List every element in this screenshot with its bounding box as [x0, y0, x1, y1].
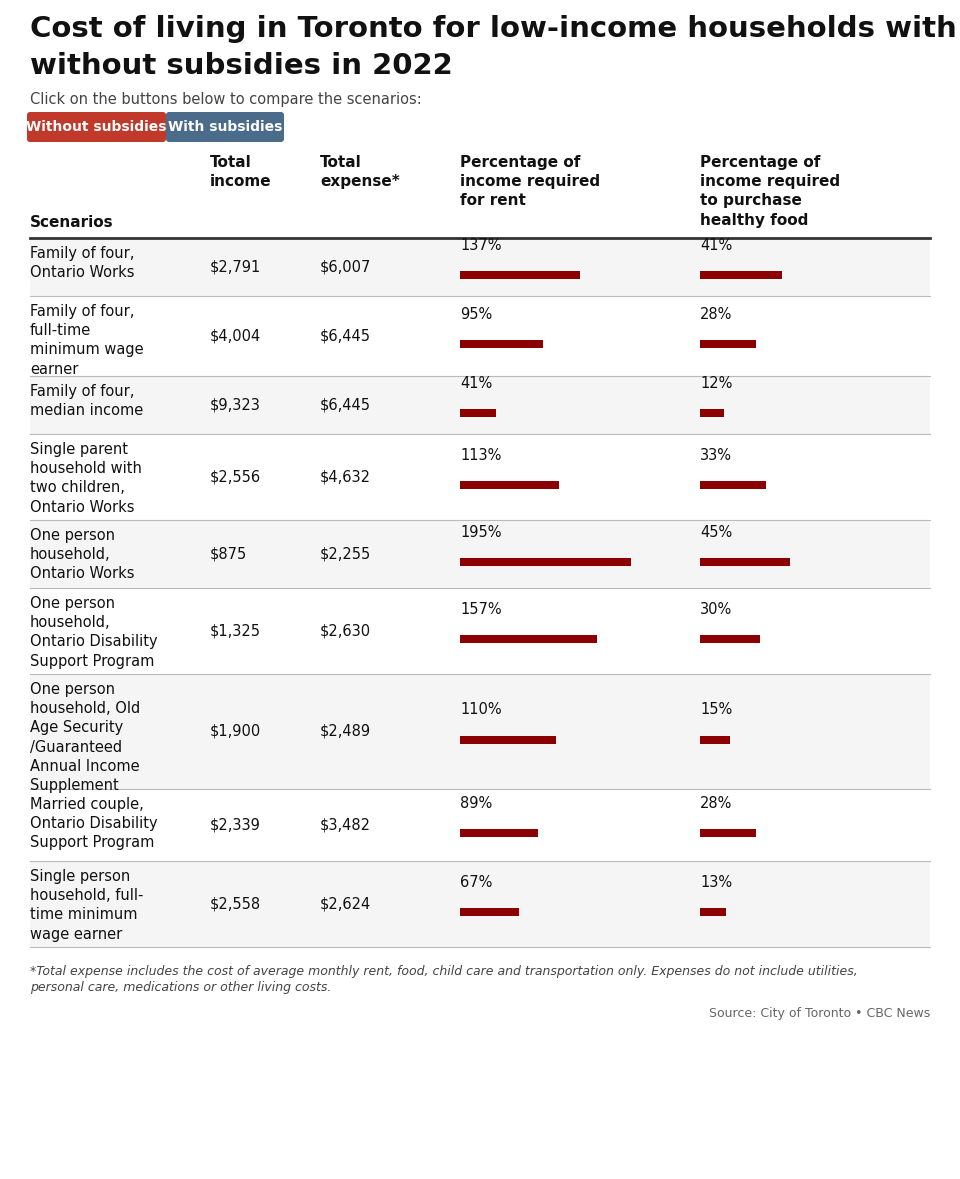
Text: 41%: 41%: [460, 376, 492, 391]
Bar: [700, 736, 730, 744]
Bar: [460, 908, 518, 916]
Bar: [700, 481, 766, 489]
Text: $6,007: $6,007: [320, 259, 372, 275]
Text: 33%: 33%: [700, 448, 732, 463]
Bar: [700, 829, 756, 837]
Bar: [700, 340, 756, 348]
Text: 41%: 41%: [700, 238, 732, 253]
Bar: [460, 271, 580, 279]
Text: Single person
household, full-
time minimum
wage earner: Single person household, full- time mini…: [30, 869, 143, 942]
Text: With subsidies: With subsidies: [168, 120, 282, 134]
Text: 45%: 45%: [700, 525, 732, 540]
Text: Family of four,
Ontario Works: Family of four, Ontario Works: [30, 246, 134, 281]
Bar: [30, 376, 930, 434]
Text: Total
expense*: Total expense*: [320, 154, 399, 189]
Text: One person
household, Old
Age Security
/Guaranteed
Annual Income
Supplement: One person household, Old Age Security /…: [30, 681, 140, 793]
Text: $2,791: $2,791: [210, 259, 261, 275]
Text: $2,630: $2,630: [320, 624, 372, 639]
Bar: [700, 271, 782, 279]
Text: 195%: 195%: [460, 525, 501, 540]
Bar: [460, 736, 556, 744]
Text: 110%: 110%: [460, 703, 502, 718]
Text: $4,004: $4,004: [210, 329, 261, 343]
Text: $1,325: $1,325: [210, 624, 261, 639]
Bar: [460, 481, 559, 489]
Bar: [30, 674, 930, 789]
Text: 12%: 12%: [700, 376, 732, 391]
Text: Cost of living in Toronto for low-income households with or: Cost of living in Toronto for low-income…: [30, 15, 960, 42]
Text: One person
household,
Ontario Disability
Support Program: One person household, Ontario Disability…: [30, 597, 157, 668]
Text: One person
household,
Ontario Works: One person household, Ontario Works: [30, 528, 134, 581]
Bar: [30, 238, 930, 296]
Text: $1,900: $1,900: [210, 724, 261, 739]
Bar: [460, 409, 496, 417]
Text: $6,445: $6,445: [320, 329, 371, 343]
Bar: [30, 588, 930, 674]
Text: *Total expense includes the cost of average monthly rent, food, child care and t: *Total expense includes the cost of aver…: [30, 964, 857, 979]
Text: Without subsidies: Without subsidies: [26, 120, 167, 134]
Bar: [460, 558, 631, 566]
Text: 89%: 89%: [460, 796, 492, 811]
Text: Total
income: Total income: [210, 154, 272, 189]
Bar: [30, 789, 930, 861]
Text: Source: City of Toronto • CBC News: Source: City of Toronto • CBC News: [708, 1007, 930, 1020]
Bar: [460, 340, 543, 348]
Text: Scenarios: Scenarios: [30, 215, 113, 230]
FancyBboxPatch shape: [166, 112, 284, 141]
FancyBboxPatch shape: [27, 112, 166, 141]
Text: Percentage of
income required
to purchase
healthy food: Percentage of income required to purchas…: [700, 154, 840, 228]
Text: 157%: 157%: [460, 602, 502, 617]
Text: $2,556: $2,556: [210, 469, 261, 485]
Bar: [700, 558, 790, 566]
Text: $9,323: $9,323: [210, 397, 261, 413]
Bar: [30, 434, 930, 520]
Text: $2,255: $2,255: [320, 547, 372, 561]
Text: 28%: 28%: [700, 796, 732, 811]
Text: $2,489: $2,489: [320, 724, 372, 739]
Text: $2,624: $2,624: [320, 896, 372, 911]
Text: $2,339: $2,339: [210, 817, 261, 832]
Text: 113%: 113%: [460, 448, 501, 463]
Text: $6,445: $6,445: [320, 397, 371, 413]
Bar: [30, 520, 930, 588]
Text: Percentage of
income required
for rent: Percentage of income required for rent: [460, 154, 600, 209]
Bar: [700, 908, 726, 916]
Text: without subsidies in 2022: without subsidies in 2022: [30, 52, 453, 80]
Text: 30%: 30%: [700, 602, 732, 617]
Bar: [700, 409, 724, 417]
Bar: [460, 635, 597, 643]
Text: 67%: 67%: [460, 875, 492, 890]
Text: $2,558: $2,558: [210, 896, 261, 911]
Text: 15%: 15%: [700, 703, 732, 718]
Text: Family of four,
full-time
minimum wage
earner: Family of four, full-time minimum wage e…: [30, 304, 144, 376]
Text: 95%: 95%: [460, 307, 492, 322]
Text: 137%: 137%: [460, 238, 501, 253]
Text: Click on the buttons below to compare the scenarios:: Click on the buttons below to compare th…: [30, 92, 421, 107]
Text: 28%: 28%: [700, 307, 732, 322]
Bar: [700, 635, 760, 643]
Text: $3,482: $3,482: [320, 817, 371, 832]
Text: personal care, medications or other living costs.: personal care, medications or other livi…: [30, 981, 331, 994]
Text: Married couple,
Ontario Disability
Support Program: Married couple, Ontario Disability Suppo…: [30, 797, 157, 850]
Bar: [460, 829, 538, 837]
Text: Family of four,
median income: Family of four, median income: [30, 384, 143, 419]
Bar: [30, 861, 930, 947]
Text: $4,632: $4,632: [320, 469, 371, 485]
Text: $875: $875: [210, 547, 248, 561]
Text: Single parent
household with
two children,
Ontario Works: Single parent household with two childre…: [30, 442, 142, 514]
Text: 13%: 13%: [700, 875, 732, 890]
Bar: [30, 296, 930, 376]
